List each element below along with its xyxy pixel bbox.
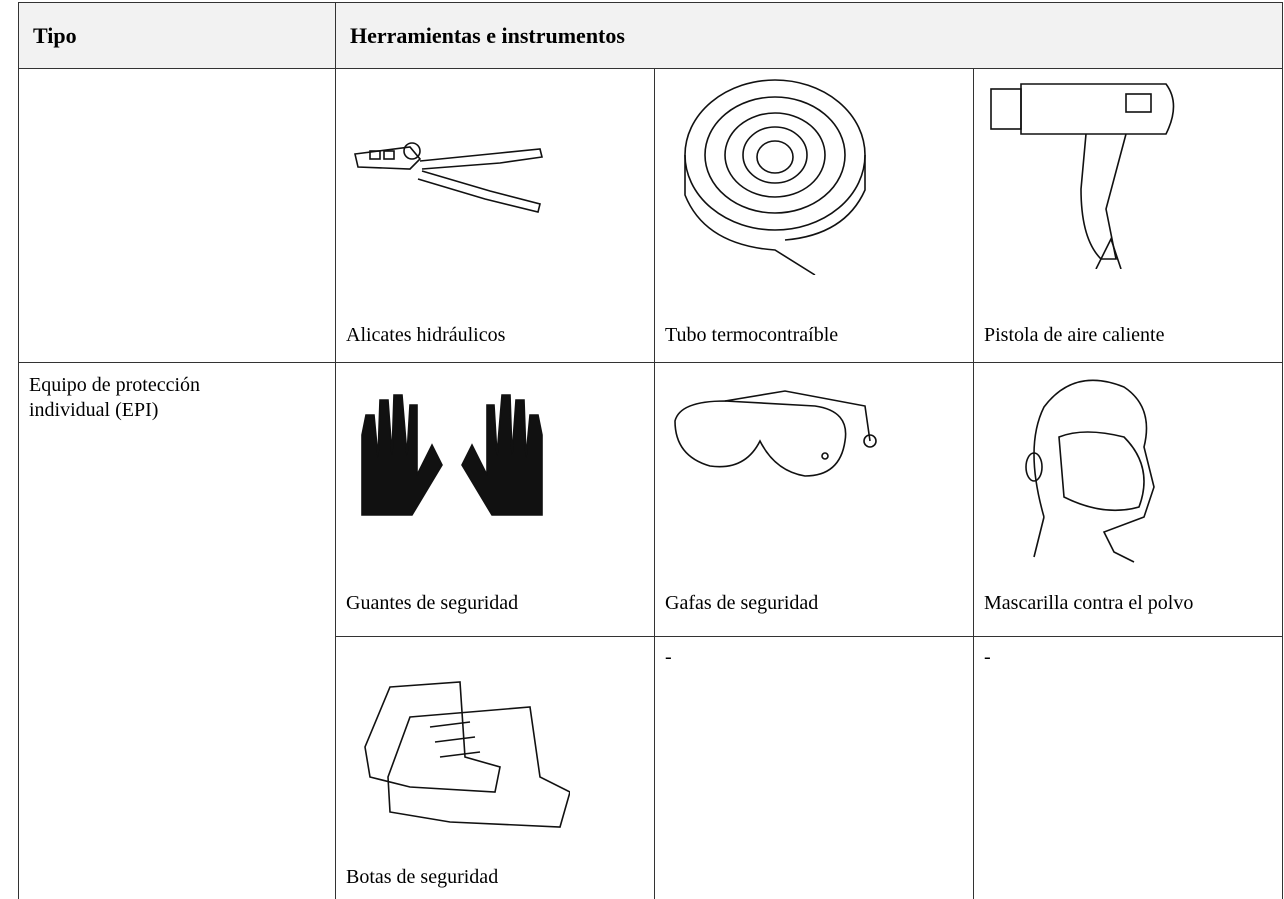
type-label: Equipo de protección individual (EPI) (29, 374, 201, 421)
header-text: Tipo (33, 23, 77, 48)
item-cell: Mascarilla contra el polvo (973, 362, 1283, 636)
item-cell: Pistola de aire caliente (973, 68, 1283, 362)
header-cell: Herramientas e instrumentos (335, 2, 1283, 68)
item-label: Gafas de seguridad (665, 592, 819, 614)
item-cell: Botas de seguridad (335, 636, 654, 899)
item-cell: Alicates hidráulicos (335, 68, 654, 362)
type-cell (18, 68, 335, 362)
header-text: Herramientas e instrumentos (350, 23, 625, 48)
mask-icon (1025, 379, 1155, 563)
item-label: Guantes de seguridad (346, 592, 519, 614)
item-label: Mascarilla contra el polvo (984, 592, 1194, 614)
boots-icon (364, 681, 570, 828)
pliers-icon (354, 142, 543, 213)
item-label: - (984, 646, 991, 668)
heat-gun-icon (990, 83, 1175, 269)
item-label: Tubo termocontraíble (665, 324, 839, 346)
item-cell: Guantes de seguridad (335, 362, 654, 636)
tube-icon (684, 79, 866, 275)
item-label: Pistola de aire caliente (984, 324, 1165, 346)
item-cell: - (973, 636, 1283, 899)
item-label: Botas de seguridad (346, 866, 499, 888)
type-cell: Equipo de protección individual (EPI) (18, 362, 335, 899)
item-label: - (665, 646, 672, 668)
item-cell: - (654, 636, 973, 899)
header-cell: Tipo (18, 2, 335, 68)
gloves-icon (361, 394, 543, 516)
item-label: Alicates hidráulicos (346, 324, 506, 346)
item-cell: Gafas de seguridad (654, 362, 973, 636)
item-cell: Tubo termocontraíble (654, 68, 973, 362)
glasses-icon (674, 390, 877, 477)
